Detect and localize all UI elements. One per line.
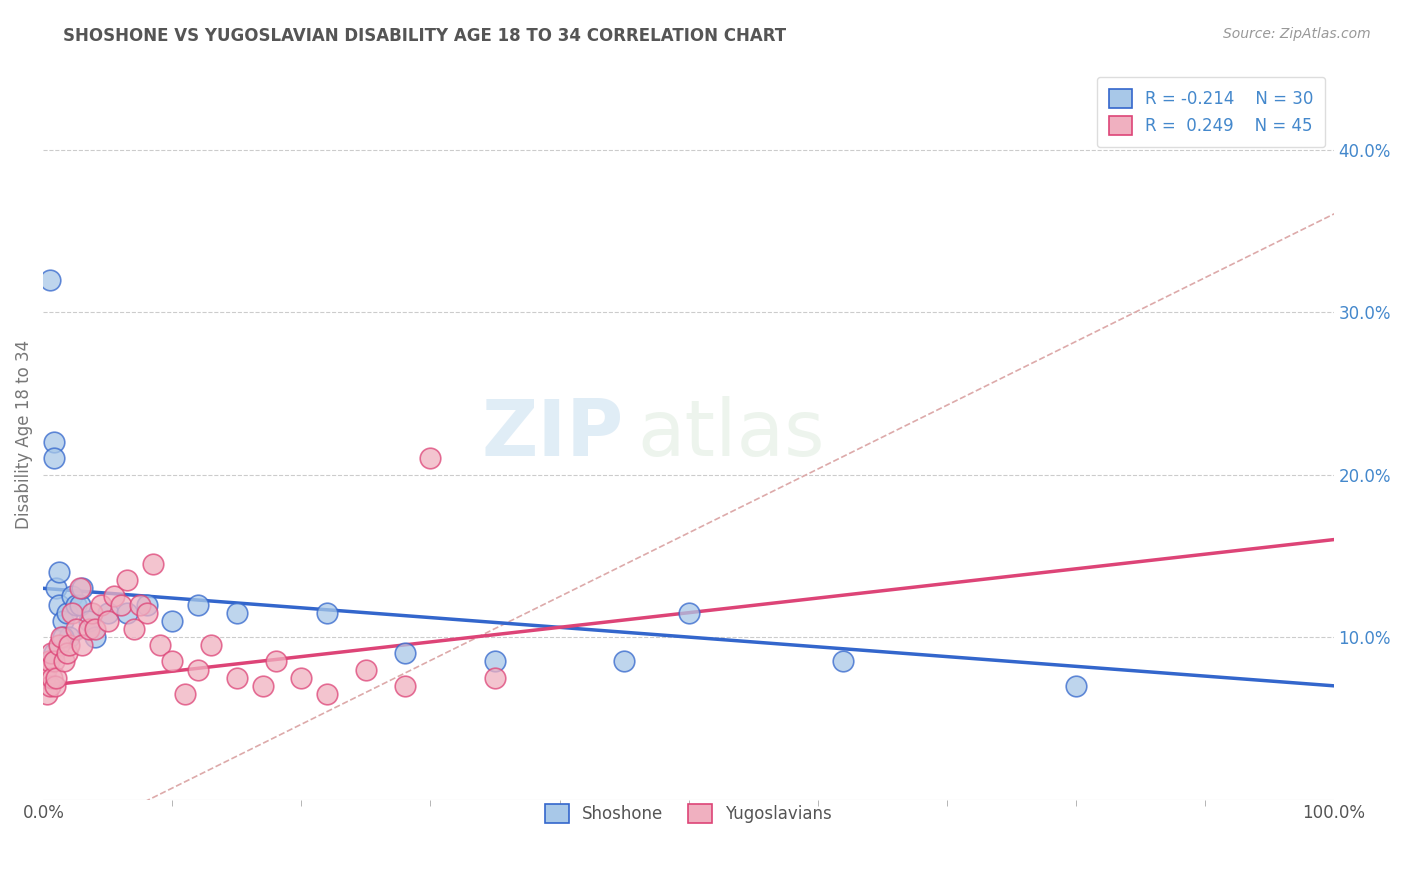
Point <box>135 598 157 612</box>
Text: Source: ZipAtlas.com: Source: ZipAtlas.com <box>1223 27 1371 41</box>
Point <box>70 638 93 652</box>
Point <box>52 614 75 628</box>
Point <box>419 451 441 466</box>
Point <box>35 663 58 677</box>
Point <box>678 606 700 620</box>
Point <box>38 679 60 693</box>
Point <box>129 598 152 612</box>
Point <box>174 687 197 701</box>
Point <box>122 622 145 636</box>
Point <box>135 606 157 620</box>
Point <box>103 590 125 604</box>
Point <box>264 655 287 669</box>
Point <box>38 655 60 669</box>
Point <box>42 435 65 450</box>
Point <box>394 679 416 693</box>
Point <box>832 655 855 669</box>
Point <box>34 671 56 685</box>
Point <box>226 671 249 685</box>
Point <box>58 630 80 644</box>
Point <box>82 606 104 620</box>
Point <box>65 598 87 612</box>
Text: atlas: atlas <box>637 396 824 472</box>
Point <box>84 630 107 644</box>
Point <box>48 565 70 579</box>
Point <box>45 671 67 685</box>
Point <box>226 606 249 620</box>
Point <box>69 598 91 612</box>
Point <box>484 671 506 685</box>
Point <box>41 671 63 685</box>
Point <box>53 655 76 669</box>
Point <box>42 655 65 669</box>
Point <box>90 598 112 612</box>
Point <box>97 606 120 620</box>
Point <box>38 273 60 287</box>
Point <box>316 687 339 701</box>
Point <box>60 606 83 620</box>
Text: SHOSHONE VS YUGOSLAVIAN DISABILITY AGE 18 TO 34 CORRELATION CHART: SHOSHONE VS YUGOSLAVIAN DISABILITY AGE 1… <box>63 27 786 45</box>
Point <box>290 671 312 685</box>
Point <box>187 598 209 612</box>
Point <box>44 679 66 693</box>
Point <box>55 606 77 620</box>
Point <box>77 622 100 636</box>
Point <box>48 598 70 612</box>
Point <box>142 557 165 571</box>
Point <box>613 655 636 669</box>
Point <box>51 630 73 644</box>
Point <box>187 663 209 677</box>
Point <box>69 582 91 596</box>
Point <box>162 655 184 669</box>
Point <box>42 646 65 660</box>
Point <box>394 646 416 660</box>
Point <box>37 687 59 701</box>
Point <box>354 663 377 677</box>
Point <box>55 646 77 660</box>
Point <box>117 573 139 587</box>
Point <box>52 630 75 644</box>
Point <box>39 646 62 660</box>
Point <box>58 638 80 652</box>
Point <box>84 622 107 636</box>
Point <box>42 451 65 466</box>
Point <box>60 590 83 604</box>
Point <box>110 598 132 612</box>
Point <box>200 638 222 652</box>
Point <box>252 679 274 693</box>
Point <box>97 614 120 628</box>
Point <box>65 622 87 636</box>
Legend: Shoshone, Yugoslavians: Shoshone, Yugoslavians <box>534 792 844 835</box>
Point <box>162 614 184 628</box>
Point <box>45 582 67 596</box>
Point <box>117 606 139 620</box>
Point <box>77 614 100 628</box>
Point <box>1064 679 1087 693</box>
Point <box>484 655 506 669</box>
Y-axis label: Disability Age 18 to 34: Disability Age 18 to 34 <box>15 340 32 529</box>
Point <box>48 638 70 652</box>
Point <box>316 606 339 620</box>
Point <box>148 638 170 652</box>
Point <box>70 582 93 596</box>
Text: ZIP: ZIP <box>482 396 624 472</box>
